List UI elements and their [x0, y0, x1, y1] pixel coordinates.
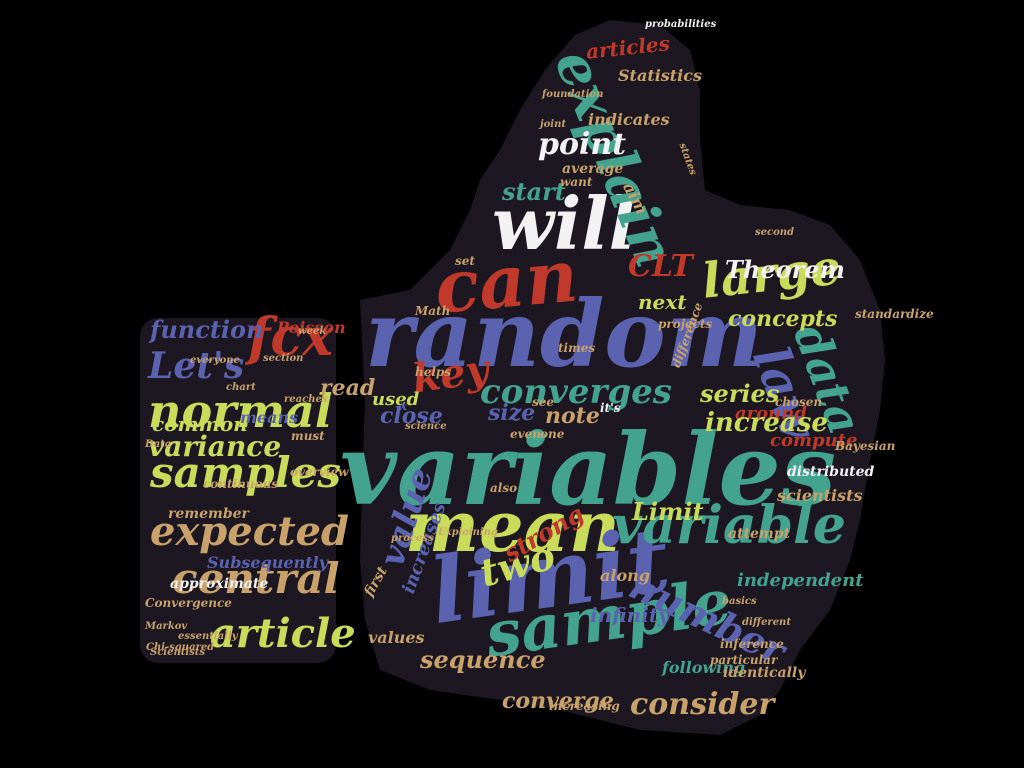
word: different	[742, 618, 791, 628]
word: probabilities	[645, 20, 716, 30]
word: Limit	[632, 500, 704, 524]
word: second	[755, 228, 794, 238]
word: Convergence	[145, 597, 232, 609]
word: see	[532, 396, 554, 408]
word: means	[240, 410, 298, 426]
word: Let's	[148, 348, 244, 384]
word: basics	[722, 597, 757, 607]
word: also	[490, 482, 517, 494]
word: concepts	[728, 308, 837, 330]
word: common	[152, 414, 248, 434]
word: chosen	[775, 396, 822, 408]
word: helps	[415, 366, 451, 378]
word: function	[150, 318, 264, 342]
word: Markov	[145, 622, 187, 632]
word: read	[320, 377, 375, 399]
word: indicates	[588, 112, 670, 128]
word: start	[502, 180, 566, 204]
word: particular	[710, 654, 777, 666]
word: want	[560, 176, 592, 188]
word: section	[263, 354, 303, 364]
word: overview	[290, 466, 348, 478]
word: times	[558, 342, 595, 354]
word: it's	[600, 402, 621, 414]
word: distributed	[787, 465, 874, 479]
word: Subsequently	[207, 555, 328, 571]
word: Math	[415, 305, 450, 317]
word: chart	[226, 383, 256, 393]
word: process	[391, 534, 434, 544]
word: foundation	[542, 90, 603, 100]
word: remember	[168, 507, 249, 521]
word: Data	[145, 440, 171, 450]
word: CLT	[628, 252, 693, 282]
word: scientists	[777, 488, 863, 504]
word: Chi-squared	[146, 643, 214, 653]
word: sequence	[420, 648, 546, 672]
word: one	[540, 428, 564, 440]
word: values	[368, 630, 425, 646]
word: Explaining	[438, 528, 498, 538]
word: point	[538, 130, 626, 160]
word: increasing	[549, 700, 620, 712]
word: along	[600, 568, 650, 584]
word: approximate	[170, 577, 268, 591]
word: independent	[737, 572, 864, 590]
word: science	[405, 422, 447, 432]
word: joint	[540, 120, 566, 130]
word: Bayesian	[835, 440, 895, 452]
word: inference	[720, 638, 784, 650]
word: average	[562, 162, 623, 176]
word: infinity	[590, 605, 670, 625]
word: x	[400, 400, 407, 412]
word: standardize	[855, 308, 934, 320]
word: size	[488, 402, 535, 424]
word: Theorem	[725, 258, 845, 282]
word: identically	[723, 666, 805, 680]
word: even	[510, 428, 541, 440]
word: continuous	[203, 478, 278, 490]
word: essentially	[178, 632, 238, 642]
word: everyone	[190, 356, 240, 366]
word: set	[455, 255, 475, 267]
word: attempt	[728, 527, 790, 541]
word: used	[372, 391, 419, 409]
word: can	[432, 240, 581, 324]
word: must	[291, 430, 325, 442]
word: Statistics	[618, 68, 702, 84]
word: week	[298, 327, 326, 337]
word: next	[638, 292, 686, 312]
word: consider	[630, 690, 774, 720]
